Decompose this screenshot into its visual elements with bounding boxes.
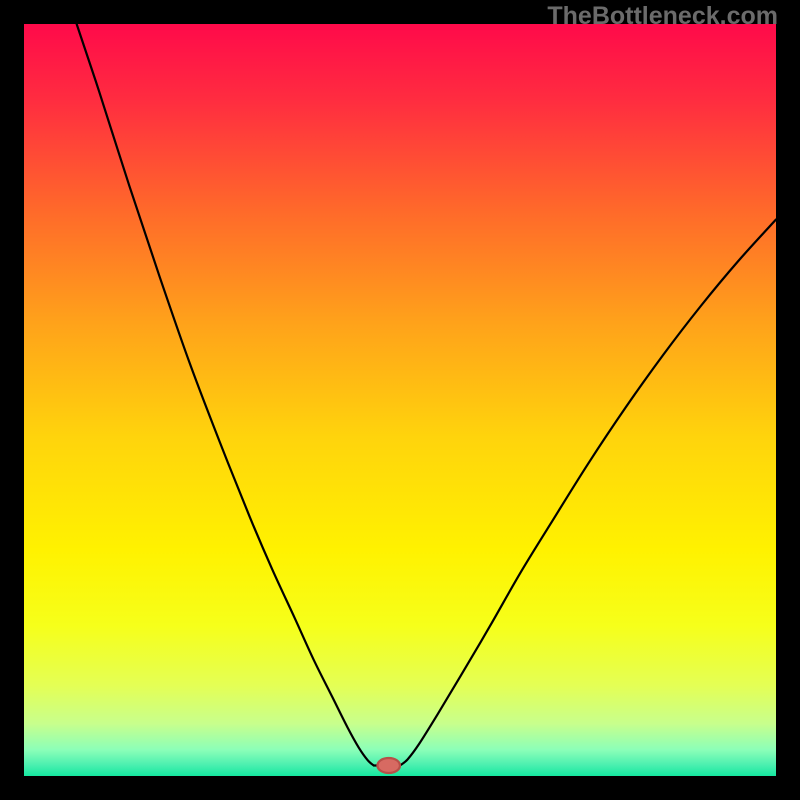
- bottleneck-curve-chart: [0, 0, 800, 800]
- minimum-marker: [377, 758, 400, 773]
- plot-background: [24, 24, 776, 776]
- watermark-text: TheBottleneck.com: [547, 2, 778, 31]
- chart-container: TheBottleneck.com: [0, 0, 800, 800]
